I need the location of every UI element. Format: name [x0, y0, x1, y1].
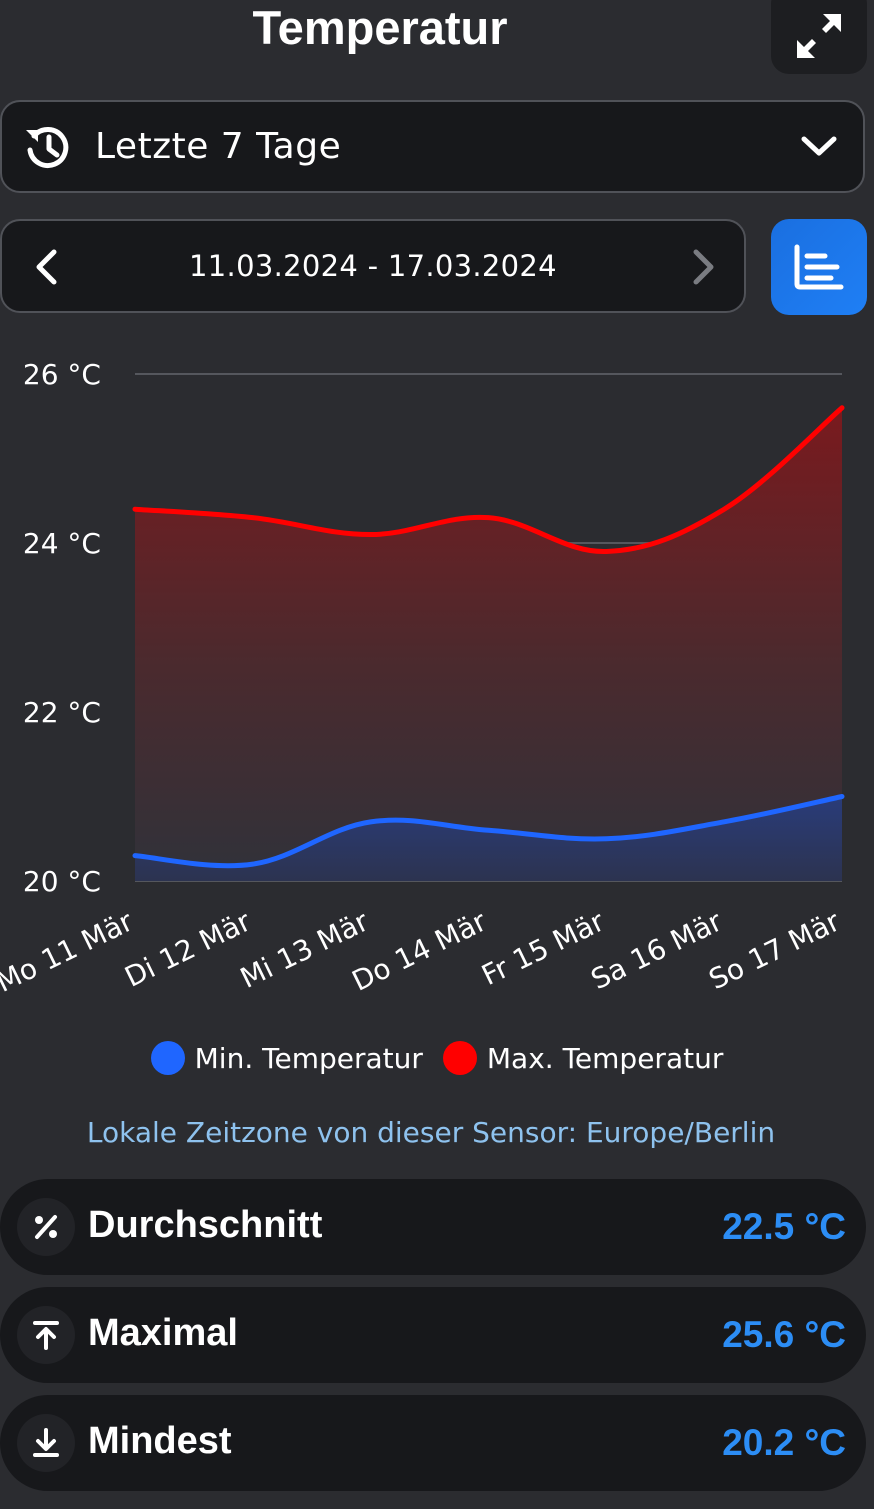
- y-tick-label: 22 °C: [23, 696, 101, 729]
- percent-icon: [17, 1198, 75, 1256]
- bar-chart-icon: [794, 244, 844, 290]
- x-tick-label: Di 12 Mär: [120, 904, 257, 993]
- legend-min-label: Min. Temperatur: [194, 1041, 423, 1075]
- arrow-up-to-line-icon: [17, 1306, 75, 1364]
- legend-max-label: Max. Temperatur: [486, 1041, 724, 1075]
- series-min-line: [132, 794, 845, 869]
- chart-type-button[interactable]: [771, 219, 867, 315]
- chevron-right-icon[interactable]: [688, 249, 718, 285]
- chevron-left-icon[interactable]: [32, 249, 62, 285]
- arrow-down-to-line-icon: [17, 1414, 75, 1472]
- x-tick-label: Sa 16 Mär: [586, 904, 728, 996]
- stat-average-value: 22.5 °C: [722, 1206, 846, 1247]
- page-title: Temperatur: [252, 1, 508, 54]
- legend-min-swatch: [150, 1041, 185, 1075]
- stat-minimum-value: 20.2 °C: [722, 1422, 846, 1463]
- x-tick-label: Mo 11 Mär: [0, 904, 139, 999]
- legend-max-swatch: [442, 1041, 477, 1075]
- date-range-text: 11.03.2024 - 17.03.2024: [189, 249, 557, 283]
- date-range-navigator: 11.03.2024 - 17.03.2024: [0, 219, 746, 313]
- y-tick-label: 24 °C: [23, 527, 101, 560]
- time-range-select[interactable]: Letzte 7 Tage: [0, 100, 865, 193]
- expand-button[interactable]: [771, 0, 867, 74]
- chevron-down-icon: [801, 136, 837, 156]
- x-tick-label: Fr 15 Mär: [476, 904, 609, 992]
- chart-legend: Min. Temperatur Max. Temperatur: [0, 1036, 874, 1080]
- legend-item-max[interactable]: Max. Temperatur: [442, 1041, 724, 1075]
- y-tick-label: 26 °C: [23, 358, 101, 391]
- stat-minimum: Mindest 20.2 °C: [0, 1395, 866, 1491]
- time-range-label: Letzte 7 Tage: [95, 126, 342, 167]
- stat-average: Durchschnitt 22.5 °C: [0, 1179, 866, 1275]
- y-tick-label: 20 °C: [23, 865, 101, 898]
- x-tick-label: Do 14 Mär: [347, 904, 492, 997]
- x-tick-label: So 17 Mär: [704, 904, 846, 996]
- legend-item-min[interactable]: Min. Temperatur: [150, 1041, 423, 1075]
- stat-average-label: Durchschnitt: [88, 1204, 323, 1246]
- stat-maximum-label: Maximal: [88, 1312, 238, 1354]
- expand-arrows-icon: [797, 14, 841, 58]
- timezone-note: Lokale Zeitzone von dieser Sensor: Europ…: [86, 1116, 776, 1149]
- history-icon: [26, 127, 69, 168]
- stat-minimum-label: Mindest: [88, 1420, 232, 1462]
- series-max-area: [135, 407, 842, 881]
- stat-maximum-value: 25.6 °C: [722, 1314, 846, 1355]
- stat-maximum: Maximal 25.6 °C: [0, 1287, 866, 1383]
- series-max-line: [132, 405, 845, 554]
- series-min-area: [135, 796, 842, 881]
